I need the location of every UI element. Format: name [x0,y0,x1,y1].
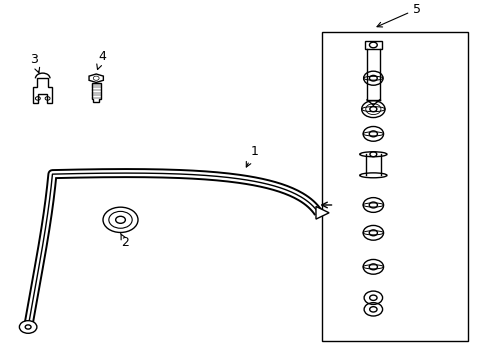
Text: 4: 4 [97,50,106,69]
Text: 5: 5 [376,3,420,27]
Circle shape [103,207,138,233]
Text: 3: 3 [30,53,40,73]
Text: 2: 2 [121,233,129,249]
Circle shape [20,321,37,333]
Polygon shape [315,207,328,219]
Text: 1: 1 [246,145,258,167]
